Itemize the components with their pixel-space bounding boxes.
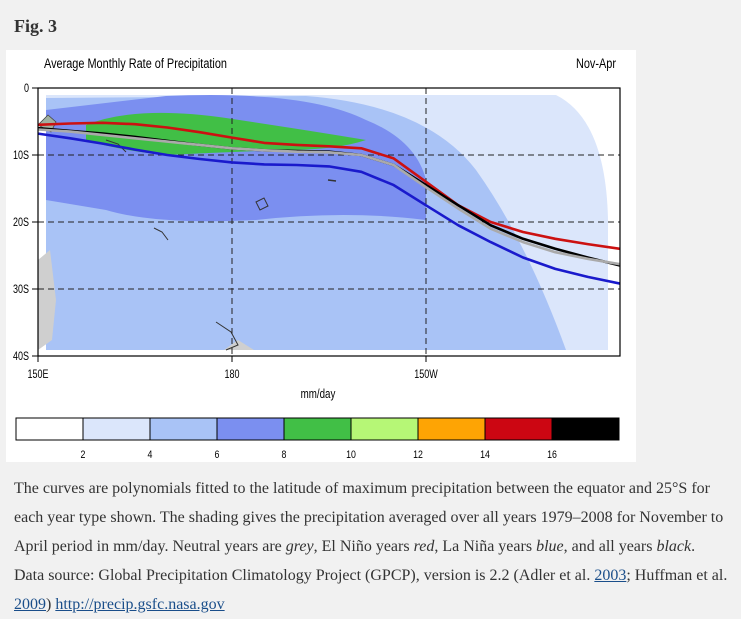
series-line-0 — [38, 121, 620, 251]
colorbar-tick-label-5: 12 — [413, 449, 423, 461]
caption-text-6: ; Huffman et al. — [626, 567, 728, 584]
colorbar-swatch-0 — [15, 417, 84, 441]
chart-title: Average Monthly Rate of Precipitation — [44, 56, 227, 72]
colorbar-swatch-5 — [350, 417, 419, 441]
colorbar-tick-label-2: 6 — [215, 449, 220, 461]
colorbar-swatch-1 — [82, 417, 151, 441]
caption-text-4: , and all years — [563, 538, 657, 555]
caption-text-1: The curves are polynomials fitted to the… — [14, 480, 724, 555]
caption-neutral: grey — [285, 538, 314, 555]
colorbar-swatch-3 — [216, 417, 285, 441]
caption-all: black — [656, 538, 692, 555]
caption-text-3: , La Niña years — [434, 538, 537, 555]
x-tick-label-2: 150W — [414, 368, 437, 382]
gpcp-url-link[interactable]: http://precip.gsfc.nasa.gov — [55, 596, 225, 613]
series-line-3 — [38, 132, 620, 285]
caption-lanina: blue — [536, 538, 564, 555]
figure-panel: Average Monthly Rate of Precipitation No… — [6, 50, 636, 462]
caption-text-5: . Data source: Global Precipitation Clim… — [14, 538, 696, 584]
chart-svg: Average Monthly Rate of Precipitation No… — [13, 56, 621, 461]
colorbar-swatch-2 — [149, 417, 218, 441]
precipitation-shading — [38, 88, 620, 356]
y-tick-label-0: 0 — [24, 82, 29, 96]
x-tick-label-0: 150E — [27, 368, 48, 382]
caption-elnino: red — [413, 538, 435, 555]
x-tick-label-1: 180 — [224, 368, 239, 382]
grid — [38, 88, 620, 356]
figure-label: Fig. 3 — [14, 16, 57, 36]
series-layer — [38, 121, 620, 285]
ref-adler-link[interactable]: 2003 — [594, 567, 627, 584]
colorbar-swatch-4 — [283, 417, 352, 441]
colorbar-swatch-7 — [484, 417, 553, 441]
colorbar: 2 4 6 8 10 12 14 16 — [15, 417, 620, 461]
ticks-layer: 150E 180 150W 0 10S 20S 30S 40S — [13, 82, 438, 382]
colorbar-tick-label-1: 4 — [148, 449, 153, 461]
ref-huffman-link[interactable]: 2009 — [14, 596, 46, 613]
y-tick-label-4: 40S — [13, 350, 29, 364]
caption-text-2: , El Niño years — [313, 538, 414, 555]
colorbar-swatch-6 — [417, 417, 486, 441]
colorbar-unit-label: mm/day — [301, 388, 336, 402]
y-tick-label-1: 10S — [13, 149, 29, 163]
chart-subtitle: Nov-Apr — [576, 56, 616, 72]
colorbar-tick-label-0: 2 — [81, 449, 86, 461]
series-line-2 — [38, 128, 620, 266]
figure-caption: The curves are polynomials fitted to the… — [14, 474, 729, 619]
caption-text-7: ) — [46, 596, 56, 613]
y-tick-label-2: 20S — [13, 216, 29, 230]
colorbar-swatch-8 — [551, 417, 620, 441]
colorbar-tick-label-4: 10 — [346, 449, 356, 461]
colorbar-tick-label-3: 8 — [282, 449, 287, 461]
y-tick-label-3: 30S — [13, 283, 29, 297]
colorbar-tick-label-6: 14 — [480, 449, 490, 461]
colorbar-tick-label-7: 16 — [547, 449, 557, 461]
